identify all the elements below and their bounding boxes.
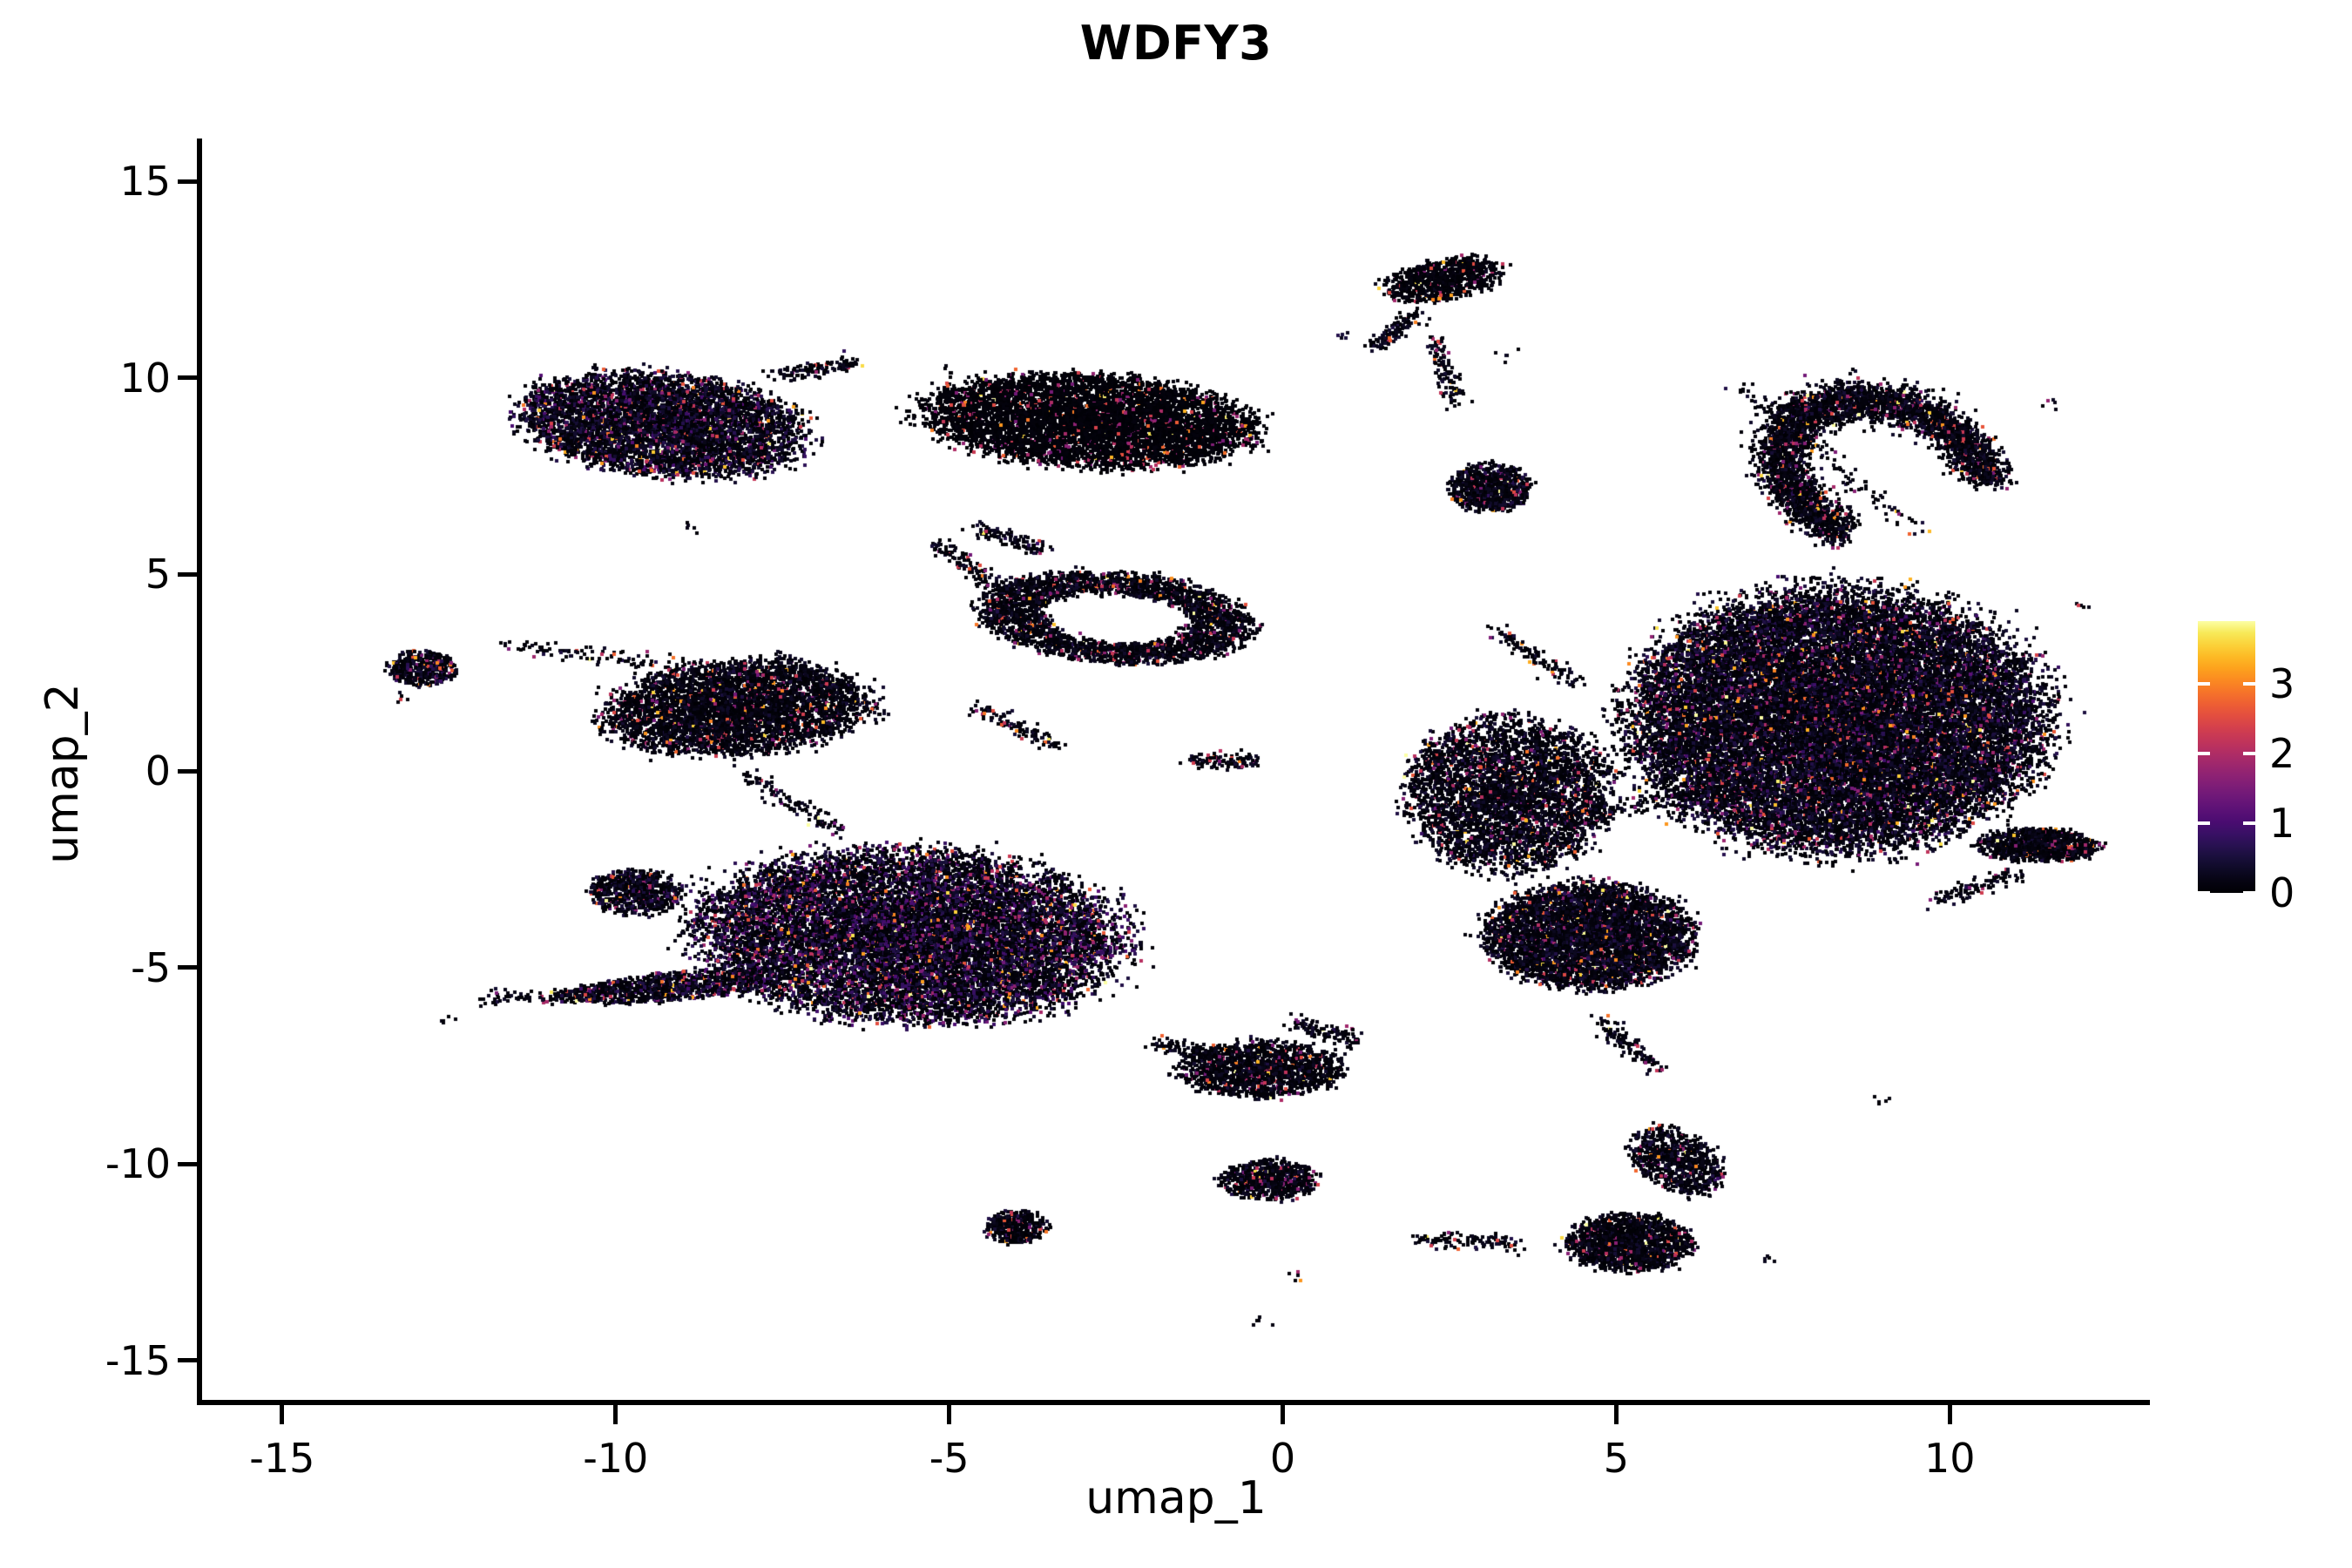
x-tick-label: -15 <box>249 1435 315 1482</box>
colorbar-tick-mark <box>2198 682 2210 686</box>
x-tick-label: 10 <box>1923 1435 1976 1482</box>
y-tick-label: 10 <box>119 354 171 402</box>
page-title: WDFY3 <box>1079 16 1273 71</box>
x-tick-label: -10 <box>583 1435 649 1482</box>
y-tick-mark <box>178 179 197 184</box>
colorbar-tick-label: 2 <box>2269 730 2295 777</box>
x-tick-mark <box>613 1405 618 1424</box>
y-tick-label: 15 <box>119 158 171 206</box>
y-tick-mark <box>178 768 197 774</box>
colorbar-tick-mark <box>2198 821 2210 825</box>
y-tick-mark <box>178 1161 197 1166</box>
colorbar-tick-mark <box>2243 682 2255 686</box>
x-tick-mark <box>1281 1405 1286 1424</box>
colorbar-gradient <box>2198 621 2255 893</box>
colorbar-tick-label: 1 <box>2269 800 2295 847</box>
y-tick-label: 0 <box>145 747 171 794</box>
y-tick-mark <box>178 965 197 970</box>
colorbar-tick-mark <box>2198 752 2210 755</box>
y-tick-label: 5 <box>145 551 171 598</box>
x-axis-label: umap_1 <box>1085 1472 1267 1524</box>
umap-scatter-canvas <box>202 142 2150 1400</box>
colorbar: 3 2 1 0 <box>2198 621 2352 916</box>
y-axis-label: umap_2 <box>37 683 89 864</box>
y-tick-label: -15 <box>105 1336 171 1384</box>
x-tick-mark <box>1947 1405 1952 1424</box>
x-tick-label: 0 <box>1269 1435 1296 1482</box>
y-tick-label: -10 <box>105 1140 171 1188</box>
colorbar-tick-mark <box>2198 891 2210 895</box>
y-tick-label: -5 <box>131 943 171 991</box>
y-tick-mark <box>178 1358 197 1363</box>
colorbar-tick-mark <box>2243 891 2255 895</box>
y-axis-spine <box>197 139 202 1403</box>
y-tick-mark <box>178 375 197 381</box>
x-tick-mark <box>947 1405 952 1424</box>
x-tick-mark <box>1613 1405 1619 1424</box>
colorbar-tick-label: 3 <box>2269 660 2295 707</box>
x-axis-spine <box>197 1400 2150 1405</box>
x-tick-label: 5 <box>1603 1435 1630 1482</box>
x-tick-label: -5 <box>929 1435 970 1482</box>
x-tick-mark <box>280 1405 285 1424</box>
plot-area: 15 10 5 0 -5 -10 -15 -15 -10 -5 0 5 10 <box>105 139 2150 1482</box>
y-tick-mark <box>178 571 197 577</box>
colorbar-tick-mark <box>2243 821 2255 825</box>
colorbar-tick-label: 0 <box>2269 869 2295 916</box>
colorbar-tick-mark <box>2243 752 2255 755</box>
